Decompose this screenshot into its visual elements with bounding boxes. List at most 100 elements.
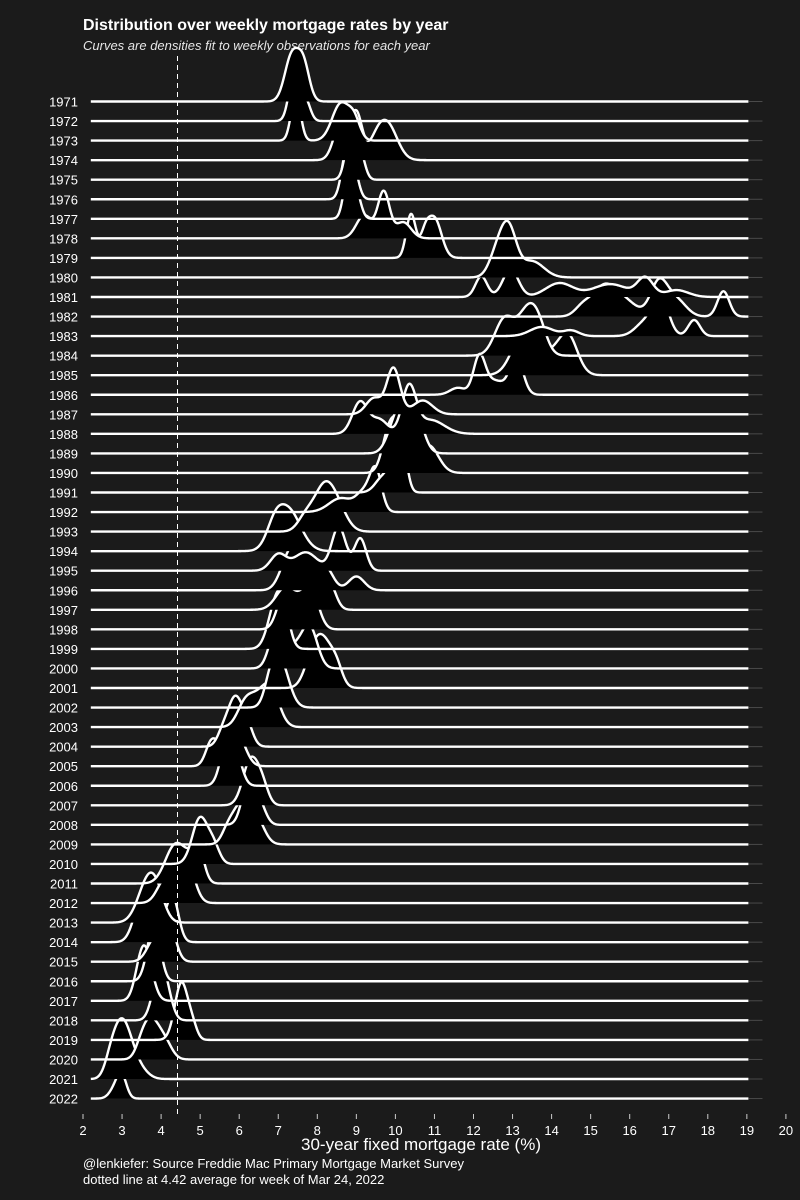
x-axis-ticks: 2 3 4 5 6 7 8 9 10 11 12 13 14 15 16 17 18 19 20 bbox=[79, 1114, 793, 1138]
ridge-fill bbox=[90, 800, 749, 845]
x-tick-label: 5 bbox=[197, 1123, 204, 1138]
ridge-fill bbox=[90, 526, 749, 571]
ridge-2013 bbox=[90, 871, 749, 924]
ridge-1982 bbox=[90, 277, 749, 318]
x-tick-label: 6 bbox=[236, 1123, 243, 1138]
year-label-2000: 2000 bbox=[49, 661, 78, 676]
ridge-fill bbox=[90, 47, 749, 102]
ridge-line bbox=[90, 277, 749, 318]
ridge-2003 bbox=[90, 681, 749, 729]
ridge-2002 bbox=[90, 653, 749, 709]
ridge-1985 bbox=[90, 330, 749, 377]
ridge-line bbox=[90, 129, 749, 181]
ridge-line bbox=[90, 108, 749, 162]
ridge-1983 bbox=[90, 293, 749, 338]
ridge-1993 bbox=[90, 480, 749, 533]
ridge-line bbox=[90, 923, 749, 983]
ridge-2008 bbox=[90, 775, 749, 827]
ridge-2001 bbox=[90, 632, 749, 690]
ridge-line bbox=[90, 93, 749, 142]
ridge-2004 bbox=[90, 694, 749, 748]
x-tick-label: 15 bbox=[583, 1123, 597, 1138]
ridge-fill bbox=[90, 682, 749, 728]
x-tick-label: 13 bbox=[505, 1123, 519, 1138]
year-label-1996: 1996 bbox=[49, 583, 78, 598]
ridge-2016 bbox=[90, 923, 749, 983]
ridge-line bbox=[90, 632, 749, 690]
ridge-line bbox=[90, 815, 749, 866]
ridge-line bbox=[90, 72, 749, 123]
year-label-1977: 1977 bbox=[49, 212, 78, 227]
x-tick-label: 8 bbox=[314, 1123, 321, 1138]
ridge-1995 bbox=[90, 525, 749, 572]
year-label-1987: 1987 bbox=[49, 407, 78, 422]
year-label-1980: 1980 bbox=[49, 270, 78, 285]
ridge-fill bbox=[90, 776, 749, 825]
year-label-2002: 2002 bbox=[49, 701, 78, 716]
ridge-1991 bbox=[90, 429, 749, 494]
ridge-line bbox=[90, 1016, 749, 1061]
ridge-fill bbox=[90, 146, 749, 200]
ridge-2021 bbox=[90, 1017, 749, 1081]
year-label-2001: 2001 bbox=[49, 681, 78, 696]
year-label-1976: 1976 bbox=[49, 192, 78, 207]
year-label-1999: 1999 bbox=[49, 642, 78, 657]
ridge-fill bbox=[90, 714, 749, 767]
density-ridges bbox=[90, 46, 749, 1100]
ridge-line bbox=[90, 853, 749, 905]
year-label-2015: 2015 bbox=[49, 955, 78, 970]
x-tick-label: 4 bbox=[157, 1123, 164, 1138]
ridge-1974 bbox=[90, 108, 749, 162]
ridge-1984 bbox=[90, 301, 749, 357]
year-label-2005: 2005 bbox=[49, 759, 78, 774]
x-tick-label: 16 bbox=[622, 1123, 636, 1138]
ridge-line bbox=[90, 732, 749, 787]
ridge-fill bbox=[90, 383, 749, 434]
caption-note: dotted line at 4.42 average for week of … bbox=[83, 1172, 384, 1187]
ridge-line bbox=[90, 917, 749, 963]
ridge-2019 bbox=[90, 981, 749, 1042]
ridge-fill bbox=[90, 654, 749, 708]
year-label-2007: 2007 bbox=[49, 798, 78, 813]
year-label-1974: 1974 bbox=[49, 153, 78, 168]
year-label-1975: 1975 bbox=[49, 173, 78, 188]
year-label-1981: 1981 bbox=[49, 290, 78, 305]
ridge-2014 bbox=[90, 894, 749, 944]
ridge-2005 bbox=[90, 713, 749, 768]
ridge-fill bbox=[90, 965, 749, 1021]
ridge-line bbox=[90, 963, 749, 1022]
year-label-2021: 2021 bbox=[49, 1072, 78, 1087]
ridge-2020 bbox=[90, 1016, 749, 1061]
year-label-1989: 1989 bbox=[49, 446, 78, 461]
ridge-1986 bbox=[90, 352, 749, 396]
year-label-1973: 1973 bbox=[49, 134, 78, 149]
ridge-fill bbox=[90, 1072, 749, 1099]
x-tick-label: 3 bbox=[118, 1123, 125, 1138]
ridge-line bbox=[90, 293, 749, 338]
ridge-line bbox=[90, 503, 749, 553]
ridge-2006 bbox=[90, 732, 749, 787]
x-tick-label: 14 bbox=[544, 1123, 558, 1138]
year-label-2006: 2006 bbox=[49, 779, 78, 794]
year-label-1998: 1998 bbox=[49, 622, 78, 637]
ridge-fill bbox=[90, 74, 749, 122]
ridge-line bbox=[90, 464, 749, 514]
x-tick-label: 7 bbox=[275, 1123, 282, 1138]
ridge-fill bbox=[90, 130, 749, 180]
x-tick-label: 11 bbox=[428, 1123, 442, 1138]
year-labels: 2022 2021 2020 2019 2018 2017 2016 2015 2014 2013… bbox=[49, 95, 78, 1107]
ridge-fill bbox=[90, 945, 749, 1001]
year-label-2022: 2022 bbox=[49, 1092, 78, 1107]
ridge-2022 bbox=[90, 1071, 749, 1100]
ridge-1998 bbox=[90, 573, 749, 631]
ridge-fill bbox=[90, 854, 749, 904]
ridge-fill bbox=[90, 982, 749, 1040]
ridge-1977 bbox=[90, 164, 749, 220]
year-label-1992: 1992 bbox=[49, 505, 78, 520]
ridge-2009 bbox=[90, 799, 749, 846]
year-label-1995: 1995 bbox=[49, 564, 78, 579]
ridge-line bbox=[90, 623, 749, 670]
ridge-line bbox=[90, 573, 749, 631]
ridge-fill bbox=[90, 367, 749, 415]
ridge-1980 bbox=[90, 219, 749, 279]
